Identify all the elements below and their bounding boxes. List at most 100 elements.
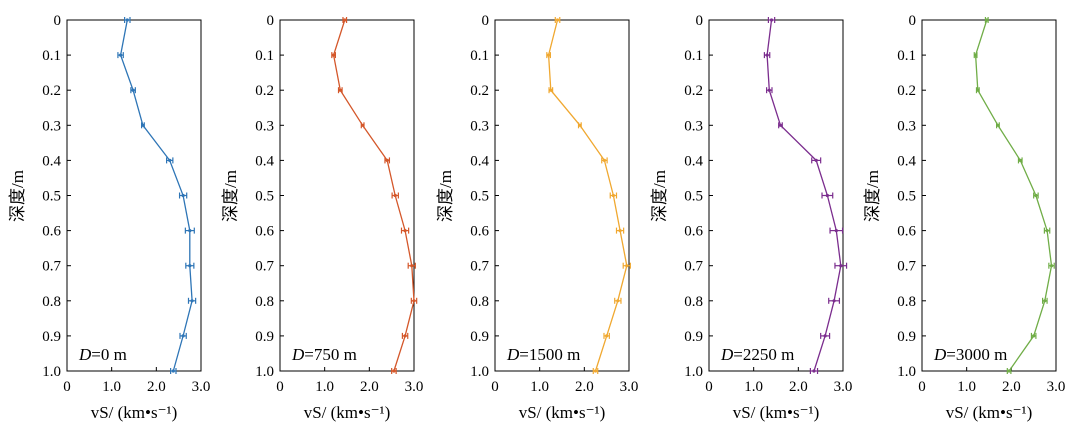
data-point — [618, 229, 622, 233]
y-axis-title: 深度/m — [221, 170, 240, 222]
data-point — [778, 123, 783, 127]
data-point — [1018, 158, 1022, 162]
y-tick-label: 0.2 — [684, 83, 703, 99]
y-tick-label: 0.7 — [897, 259, 916, 275]
x-tick-label: 0 — [491, 379, 499, 395]
y-tick-label: 0 — [696, 13, 704, 29]
x-tick-label: 0 — [63, 379, 71, 395]
data-point — [141, 123, 145, 127]
panel-label-value: =3000 m — [946, 345, 1007, 364]
data-point — [131, 88, 135, 92]
data-point — [605, 334, 609, 338]
data-point — [171, 369, 175, 373]
x-tick-label: 1.0 — [744, 379, 763, 395]
data-point — [985, 18, 989, 22]
data-point — [403, 229, 407, 233]
panel-label: D=0 m — [78, 345, 127, 364]
y-tick-label: 0.3 — [897, 118, 916, 134]
data-point — [168, 158, 172, 162]
y-tick-label: 0 — [482, 13, 490, 29]
panel-label-value: =1500 m — [519, 345, 580, 364]
data-point — [410, 264, 414, 268]
data-point — [1007, 369, 1011, 373]
x-axis-title: vS/ (km•s⁻¹) — [91, 403, 178, 422]
x-tick-label: 2.0 — [575, 379, 594, 395]
series-line — [332, 19, 415, 372]
x-tick-label: 3.0 — [192, 379, 211, 395]
x-tick-label: 2.0 — [360, 379, 379, 395]
y-tick-label: 0.1 — [684, 48, 703, 64]
x-axis-title: vS/ (km•s⁻¹) — [946, 403, 1033, 422]
panel-label: D=750 m — [291, 345, 357, 364]
y-tick-label: 0.6 — [897, 224, 916, 240]
data-point — [125, 18, 129, 22]
x-tick-label: 2.0 — [147, 379, 166, 395]
y-tick-label: 0.4 — [470, 153, 489, 169]
y-tick-label: 0.4 — [42, 153, 61, 169]
y-tick-label: 0.6 — [255, 224, 274, 240]
y-tick-label: 0.4 — [684, 153, 703, 169]
y-tick-label: 0.2 — [42, 83, 61, 99]
x-tick-label: 1.0 — [530, 379, 549, 395]
y-tick-label: 0.9 — [897, 329, 916, 345]
y-axis-title: 深度/m — [436, 170, 455, 222]
data-point — [1032, 334, 1036, 338]
y-tick-label: 0.3 — [470, 118, 489, 134]
x-axis-title: vS/ (km•s⁻¹) — [733, 403, 820, 422]
y-tick-label: 0.2 — [897, 83, 916, 99]
data-point — [593, 369, 598, 373]
y-tick-label: 0.9 — [684, 329, 703, 345]
y-axis-title: 深度/m — [650, 170, 669, 222]
y-tick-label: 0.1 — [255, 48, 274, 64]
x-tick-label: 1.0 — [102, 379, 121, 395]
data-point — [996, 123, 1000, 127]
chart-panel-2: 00.10.20.30.40.50.60.70.80.91.00 1.0 2.0 3.… — [221, 13, 423, 422]
data-point — [547, 53, 551, 57]
y-tick-label: 0 — [54, 13, 62, 29]
x-axis-title: vS/ (km•s⁻¹) — [304, 403, 391, 422]
y-tick-label: 0.1 — [897, 48, 916, 64]
data-point — [338, 88, 342, 92]
y-tick-label: 0.8 — [42, 294, 61, 310]
x-tick-label: 1.0 — [957, 379, 976, 395]
y-tick-label: 0.5 — [42, 189, 61, 205]
y-tick-label: 0.9 — [255, 329, 274, 345]
data-point — [119, 53, 123, 57]
chart-panel-3: 00.10.20.30.40.50.60.70.80.91.00 1.0 2.0 3.… — [436, 13, 638, 422]
data-point — [549, 88, 553, 92]
x-tick-label: 0 — [918, 379, 926, 395]
panel-label-variable: D — [720, 345, 734, 364]
x-tick-label: 2.0 — [789, 379, 808, 395]
data-point — [812, 369, 816, 373]
data-point — [555, 18, 560, 22]
panel-label: D=3000 m — [933, 345, 1007, 364]
y-tick-label: 1.0 — [255, 364, 274, 380]
data-point — [834, 229, 838, 233]
data-point — [814, 158, 818, 162]
data-point — [385, 158, 389, 162]
y-tick-label: 0.3 — [255, 118, 274, 134]
plot-frame — [494, 19, 630, 372]
y-tick-label: 0.8 — [255, 294, 274, 310]
panel-label: D=2250 m — [720, 345, 794, 364]
series-line — [974, 19, 1053, 372]
data-point — [976, 88, 980, 92]
data-point — [602, 158, 607, 162]
y-tick-label: 0.7 — [255, 259, 274, 275]
panel-label: D=1500 m — [506, 345, 580, 364]
data-point — [181, 193, 185, 198]
y-tick-label: 1.0 — [470, 364, 489, 380]
data-point — [578, 123, 582, 127]
y-tick-label: 1.0 — [684, 364, 703, 380]
panel-label-value: =2250 m — [733, 345, 794, 364]
y-tick-label: 0.8 — [897, 294, 916, 310]
y-tick-label: 0.2 — [470, 83, 489, 99]
data-point — [1043, 299, 1047, 303]
y-tick-label: 0.6 — [684, 224, 703, 240]
x-tick-label: 2.0 — [1002, 379, 1021, 395]
y-tick-label: 0.8 — [684, 294, 703, 310]
y-tick-label: 1.0 — [897, 364, 916, 380]
data-point — [611, 193, 615, 198]
y-tick-label: 0.6 — [470, 224, 489, 240]
